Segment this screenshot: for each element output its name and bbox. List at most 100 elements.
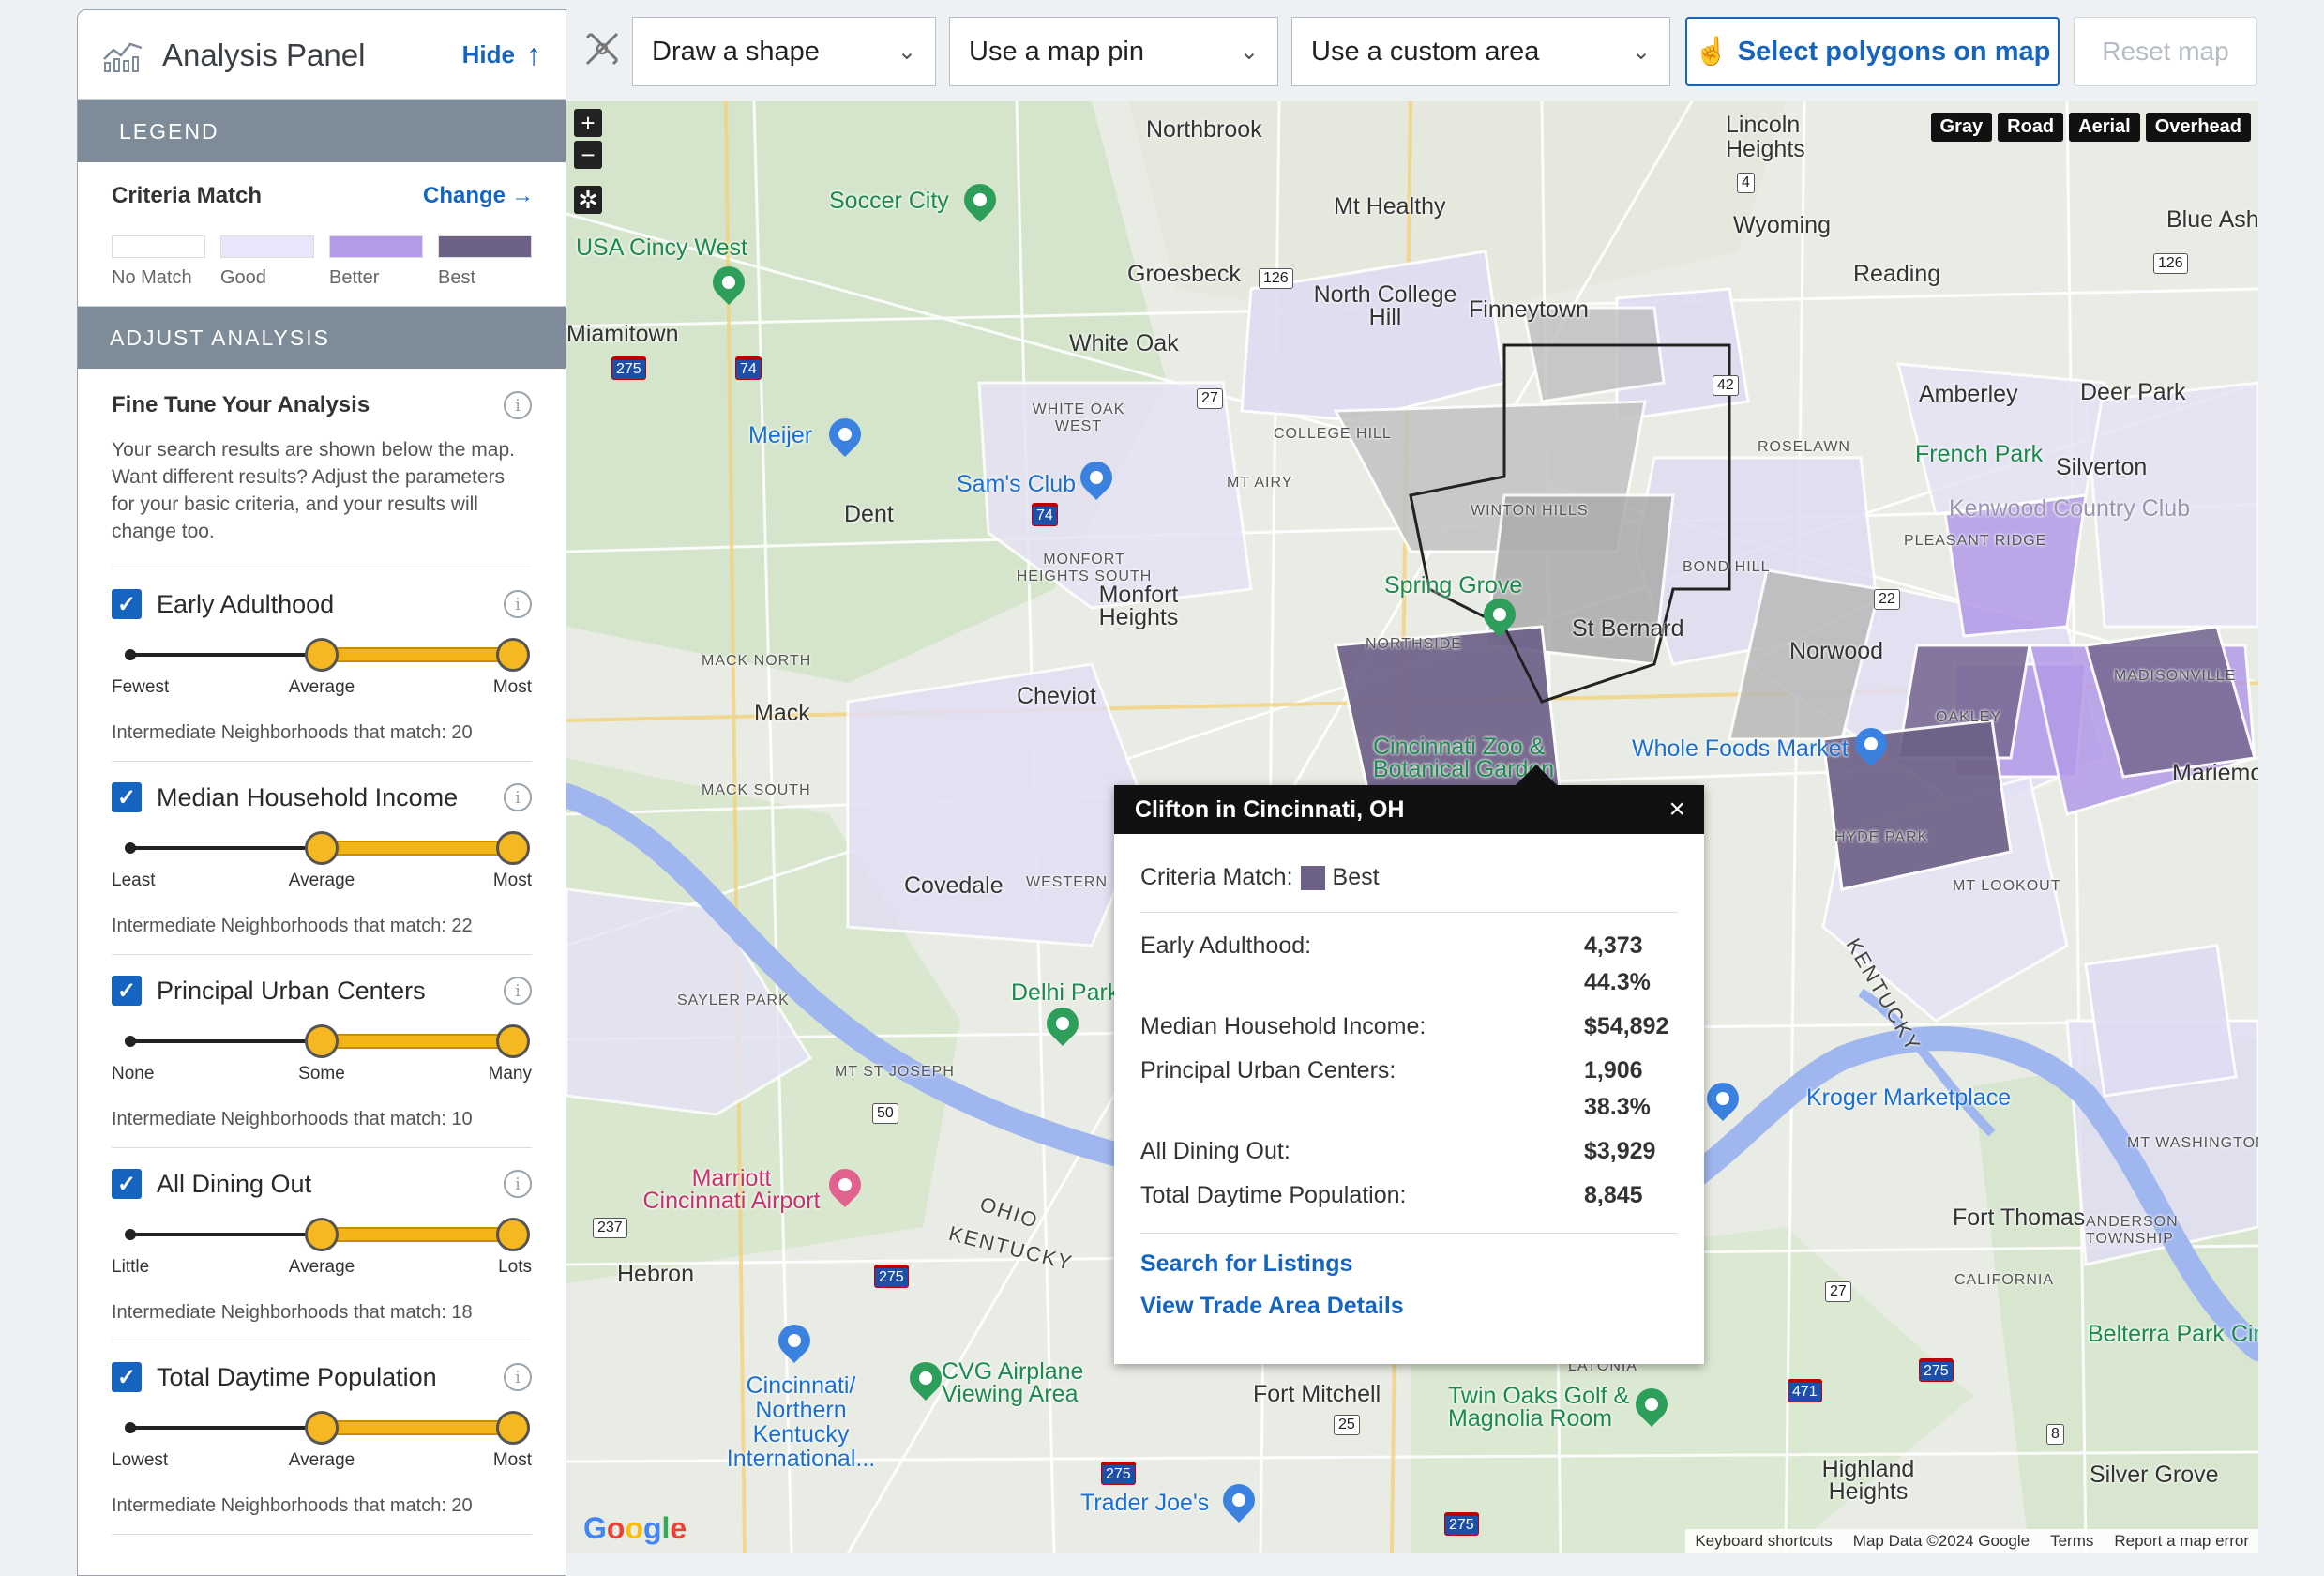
google-logo-letter: o (606, 1511, 626, 1545)
close-icon[interactable]: × (1668, 794, 1685, 825)
legend-label: No Match (112, 267, 192, 288)
neighborhood-label: WHITE OAK WEST (1032, 402, 1125, 434)
adjust-analysis: Fine Tune Your Analysis i Your search re… (78, 369, 566, 1535)
criterion-slider[interactable] (125, 829, 530, 867)
criterion: ✓ Early Adulthood i Fewest Average Most Interm… (112, 568, 532, 762)
route-shield: 237 (593, 1218, 627, 1238)
map-type-button[interactable]: Overhead (2145, 113, 2251, 142)
draw-tools-icon[interactable] (581, 28, 623, 69)
place-label: Kroger Marketplace (1806, 1084, 2012, 1111)
stat-label: Early Adulthood: (1140, 932, 1312, 959)
place-label: French Park (1915, 441, 2044, 467)
terms-link[interactable]: Terms (2050, 1532, 2094, 1550)
popup-links: Search for Listings View Trade Area Deta… (1140, 1234, 1678, 1320)
place-label: Fort Thomas (1953, 1205, 2086, 1231)
map-canvas[interactable] (566, 101, 2258, 1553)
slider-range (322, 647, 513, 662)
interstate-shield: 74 (735, 356, 762, 380)
route-shield: 27 (1825, 1281, 1851, 1302)
tick-low: Lowest (112, 1450, 169, 1470)
popup-stat-row: Early Adulthood: 4,373 44.3% (1140, 928, 1678, 1001)
criterion-checkbox[interactable]: ✓ (112, 1169, 142, 1199)
slider-min-handle[interactable] (305, 1411, 339, 1445)
interstate-shield: 275 (1101, 1462, 1136, 1485)
criterion-name: Total Daytime Population (157, 1362, 437, 1391)
neighborhood-label: MONFORT HEIGHTS SOUTH (1016, 552, 1153, 584)
select-polygons-button[interactable]: ☝ Select polygons on map (1685, 17, 2060, 86)
neighborhood-label: MT WASHINGTON (2127, 1135, 2258, 1151)
info-icon[interactable]: i (504, 1170, 532, 1198)
map-pin-dropdown[interactable]: Use a map pin ⌄ (949, 17, 1278, 86)
place-label: Amberley (1919, 381, 2018, 407)
trade-area-details-link[interactable]: View Trade Area Details (1140, 1293, 1404, 1319)
neighborhood-label: OAKLEY (1936, 709, 2002, 725)
tick-high: Most (492, 1450, 532, 1470)
info-icon[interactable]: i (504, 590, 532, 618)
criterion-checkbox[interactable]: ✓ (112, 1362, 142, 1392)
change-link[interactable]: Change → (423, 183, 534, 209)
info-icon[interactable]: i (504, 1363, 532, 1391)
slider-ticks: Lowest Average Most (112, 1450, 532, 1471)
criterion-checkbox[interactable]: ✓ (112, 589, 142, 619)
criterion-checkbox[interactable]: ✓ (112, 782, 142, 812)
slider-max-handle[interactable] (496, 1218, 530, 1251)
hide-button[interactable]: Hide ↑ (462, 38, 541, 72)
slider-min-handle[interactable] (305, 1218, 339, 1251)
neighborhood-label: WESTERN (1026, 874, 1108, 890)
legend-swatch: Best (438, 235, 532, 289)
google-logo-letter: G (583, 1511, 607, 1545)
report-error-link[interactable]: Report a map error (2114, 1532, 2249, 1550)
criterion-slider[interactable] (125, 1023, 530, 1060)
neighborhood-label: MACK NORTH (702, 653, 812, 669)
zoom-in-button[interactable]: + (574, 109, 602, 137)
slider-start-dot (125, 1036, 136, 1047)
google-logo: Google (583, 1511, 687, 1546)
keyboard-shortcuts-link[interactable]: Keyboard shortcuts (1695, 1532, 1833, 1550)
info-icon[interactable]: i (504, 391, 532, 419)
place-label: Delhi Park (1011, 979, 1120, 1006)
tick-low: Least (112, 871, 156, 890)
legend-color (329, 235, 423, 258)
search-listings-link[interactable]: Search for Listings (1140, 1250, 1353, 1277)
reset-map-button[interactable]: Reset map (2074, 17, 2257, 86)
stat-percent: 44.3% (1584, 969, 1651, 995)
place-label: USA Cincy West (576, 235, 747, 261)
slider-max-handle[interactable] (496, 1411, 530, 1445)
neighborhood-label: COLLEGE HILL (1274, 426, 1392, 442)
slider-min-handle[interactable] (305, 638, 339, 672)
place-label: Deer Park (2080, 379, 2186, 405)
custom-area-dropdown[interactable]: Use a custom area ⌄ (1291, 17, 1670, 86)
map-type-button[interactable]: Gray (1930, 113, 1993, 142)
info-icon[interactable]: i (504, 783, 532, 811)
slider-start-dot (125, 649, 136, 660)
criterion-checkbox[interactable]: ✓ (112, 976, 142, 1006)
criterion-slider[interactable] (125, 1216, 530, 1253)
info-icon[interactable]: i (504, 977, 532, 1005)
stat-value: $3,929 (1584, 1138, 1656, 1164)
place-label: Kenwood Country Club (1949, 495, 2191, 522)
fullscreen-icon[interactable]: ✲ (574, 186, 602, 214)
place-label: Lincoln Heights (1726, 112, 1805, 162)
neighborhood-label: ANDERSON TOWNSHIP (2086, 1214, 2179, 1247)
draw-shape-dropdown[interactable]: Draw a shape ⌄ (632, 17, 936, 86)
tick-high: Most (492, 871, 532, 890)
panel-header: Analysis Panel Hide ↑ (78, 10, 566, 100)
slider-min-handle[interactable] (305, 1024, 339, 1058)
interstate-shield: 275 (1919, 1358, 1954, 1382)
stat-label: Principal Urban Centers: (1140, 1057, 1396, 1084)
slider-max-handle[interactable] (496, 1024, 530, 1058)
criterion-slider[interactable] (125, 1409, 530, 1447)
route-shield: 4 (1737, 173, 1755, 193)
slider-start-dot (125, 1229, 136, 1240)
slider-max-handle[interactable] (496, 638, 530, 672)
zoom-out-button[interactable]: − (574, 141, 602, 169)
neighborhood-label: NORTHSIDE (1366, 636, 1462, 652)
criterion-slider[interactable] (125, 636, 530, 674)
criteria-match-label: Criteria Match: (1140, 864, 1293, 890)
slider-max-handle[interactable] (496, 831, 530, 865)
map-type-button[interactable]: Road (1998, 113, 2064, 142)
stat-value-group: $3,929 (1584, 1133, 1678, 1170)
legend-swatch: Better (329, 235, 423, 289)
map-type-button[interactable]: Aerial (2069, 113, 2140, 142)
slider-min-handle[interactable] (305, 831, 339, 865)
